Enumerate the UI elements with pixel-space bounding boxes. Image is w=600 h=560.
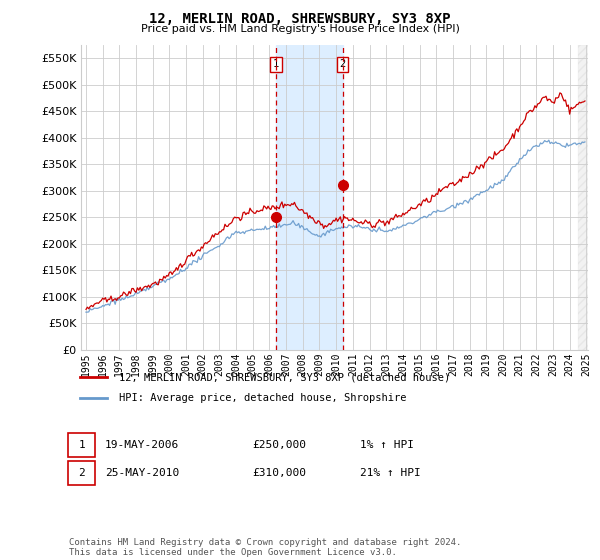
Text: 1: 1 bbox=[272, 59, 279, 69]
Text: £250,000: £250,000 bbox=[252, 440, 306, 450]
Bar bbox=[578, 45, 595, 350]
Text: £310,000: £310,000 bbox=[252, 468, 306, 478]
Text: 19-MAY-2006: 19-MAY-2006 bbox=[105, 440, 179, 450]
Text: 25-MAY-2010: 25-MAY-2010 bbox=[105, 468, 179, 478]
Text: 1: 1 bbox=[78, 440, 85, 450]
Text: 1% ↑ HPI: 1% ↑ HPI bbox=[360, 440, 414, 450]
Text: Contains HM Land Registry data © Crown copyright and database right 2024.
This d: Contains HM Land Registry data © Crown c… bbox=[69, 538, 461, 557]
Text: HPI: Average price, detached house, Shropshire: HPI: Average price, detached house, Shro… bbox=[119, 393, 406, 403]
Text: Price paid vs. HM Land Registry's House Price Index (HPI): Price paid vs. HM Land Registry's House … bbox=[140, 24, 460, 34]
Text: 21% ↑ HPI: 21% ↑ HPI bbox=[360, 468, 421, 478]
Text: 12, MERLIN ROAD, SHREWSBURY, SY3 8XP (detached house): 12, MERLIN ROAD, SHREWSBURY, SY3 8XP (de… bbox=[119, 372, 450, 382]
Text: 12, MERLIN ROAD, SHREWSBURY, SY3 8XP: 12, MERLIN ROAD, SHREWSBURY, SY3 8XP bbox=[149, 12, 451, 26]
Text: 2: 2 bbox=[340, 59, 346, 69]
Text: 2: 2 bbox=[78, 468, 85, 478]
Bar bbox=[276, 45, 343, 350]
